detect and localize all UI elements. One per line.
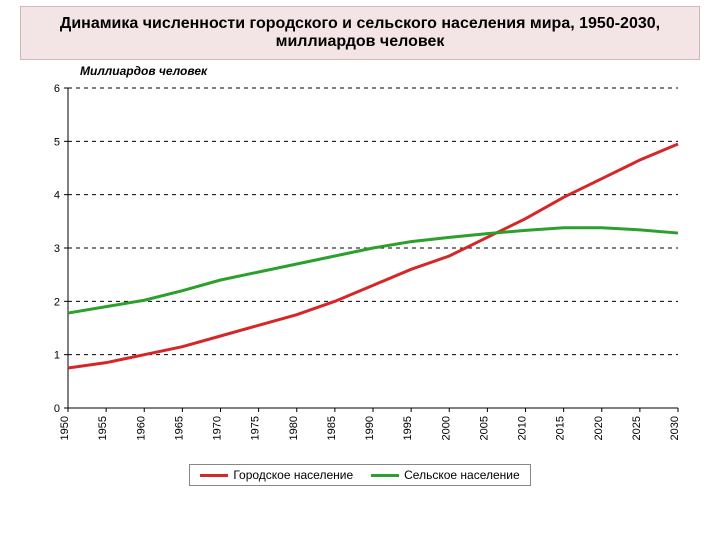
svg-text:2: 2 [54, 296, 60, 308]
svg-text:2000: 2000 [440, 416, 452, 440]
chart-subtitle: Миллиардов человек [80, 64, 720, 78]
svg-text:1970: 1970 [212, 416, 224, 440]
svg-text:1975: 1975 [250, 416, 262, 440]
legend-swatch [371, 474, 399, 477]
line-chart: 0 1 2 3 4 5 6 1950 1955 1960 1965 1970 1975 1980 1985 1… [20, 78, 700, 458]
svg-text:2015: 2015 [555, 416, 567, 440]
svg-text:1980: 1980 [288, 416, 300, 440]
svg-text:2030: 2030 [669, 416, 681, 440]
legend-item: Сельское население [371, 468, 520, 482]
svg-text:1955: 1955 [97, 416, 109, 440]
svg-text:1965: 1965 [173, 416, 185, 440]
svg-text:4: 4 [54, 190, 60, 202]
legend: Городское население Сельское население [189, 464, 530, 486]
svg-text:1950: 1950 [59, 416, 71, 440]
svg-text:1: 1 [54, 350, 60, 362]
svg-text:2025: 2025 [631, 416, 643, 440]
svg-text:1985: 1985 [326, 416, 338, 440]
legend-label: Городское население [233, 468, 353, 482]
chart-title-box: Динамика численности городского и сельск… [20, 6, 700, 60]
svg-text:1960: 1960 [135, 416, 147, 440]
svg-text:1995: 1995 [402, 416, 414, 440]
legend-label: Сельское население [404, 468, 520, 482]
svg-text:2020: 2020 [593, 416, 605, 440]
svg-text:2010: 2010 [517, 416, 529, 440]
svg-text:2005: 2005 [478, 416, 490, 440]
chart-title: Динамика численности городского и сельск… [60, 15, 660, 50]
svg-text:3: 3 [54, 243, 60, 255]
chart-area: 0 1 2 3 4 5 6 1950 1955 1960 1965 1970 1975 1980 1985 1… [20, 78, 700, 458]
svg-text:6: 6 [54, 83, 60, 95]
legend-item: Городское население [200, 468, 353, 482]
svg-text:5: 5 [54, 136, 60, 148]
svg-text:1990: 1990 [364, 416, 376, 440]
legend-swatch [200, 474, 228, 477]
svg-text:0: 0 [54, 403, 60, 415]
